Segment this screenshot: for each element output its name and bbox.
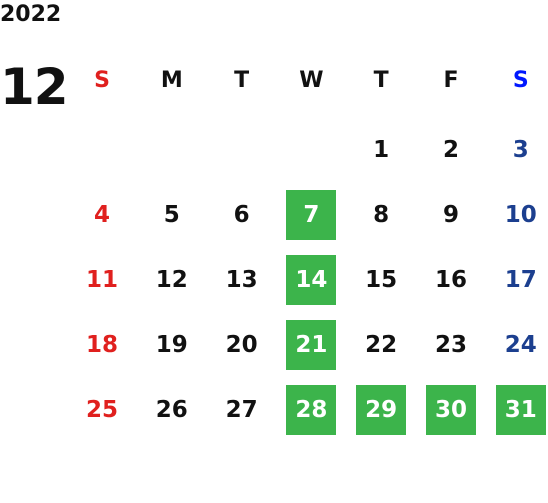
highlighted-day: 7 [286,190,337,240]
highlighted-day: 30 [426,385,476,435]
day: 1 [373,137,390,163]
day: 5 [163,202,180,228]
day: 12 [155,267,188,293]
day: 6 [233,202,250,228]
weekday-label: S [512,67,529,93]
day: 3 [512,137,529,163]
day: 15 [365,267,398,293]
day: 16 [434,267,467,293]
day: 17 [504,267,537,293]
highlighted-day: 29 [356,385,407,435]
weekday-label: W [299,67,324,93]
weekday-label: S [94,67,110,93]
day: 9 [442,202,459,228]
weekday-label: T [373,67,389,93]
day: 4 [93,202,110,228]
day: 20 [225,332,258,358]
day: 25 [85,397,118,423]
day: 11 [85,267,118,293]
day: 26 [155,397,188,423]
weekday-label: T [234,67,250,93]
highlighted-day: 21 [286,320,337,370]
highlighted-day: 31 [495,385,546,435]
day: 23 [434,332,467,358]
day: 8 [373,202,390,228]
day: 2 [442,137,459,163]
day: 24 [504,332,537,358]
day: 13 [225,267,258,293]
day: 10 [504,202,537,228]
month: 12 [0,58,69,116]
weekday-label: F [443,67,459,93]
weekday-label: M [160,67,183,93]
highlighted-day: 14 [286,255,337,305]
day: 27 [225,397,258,423]
day: 19 [155,332,188,358]
day: 18 [85,332,118,358]
highlighted-day: 28 [286,385,337,435]
day: 22 [365,332,398,358]
year: 2022 [0,2,62,27]
